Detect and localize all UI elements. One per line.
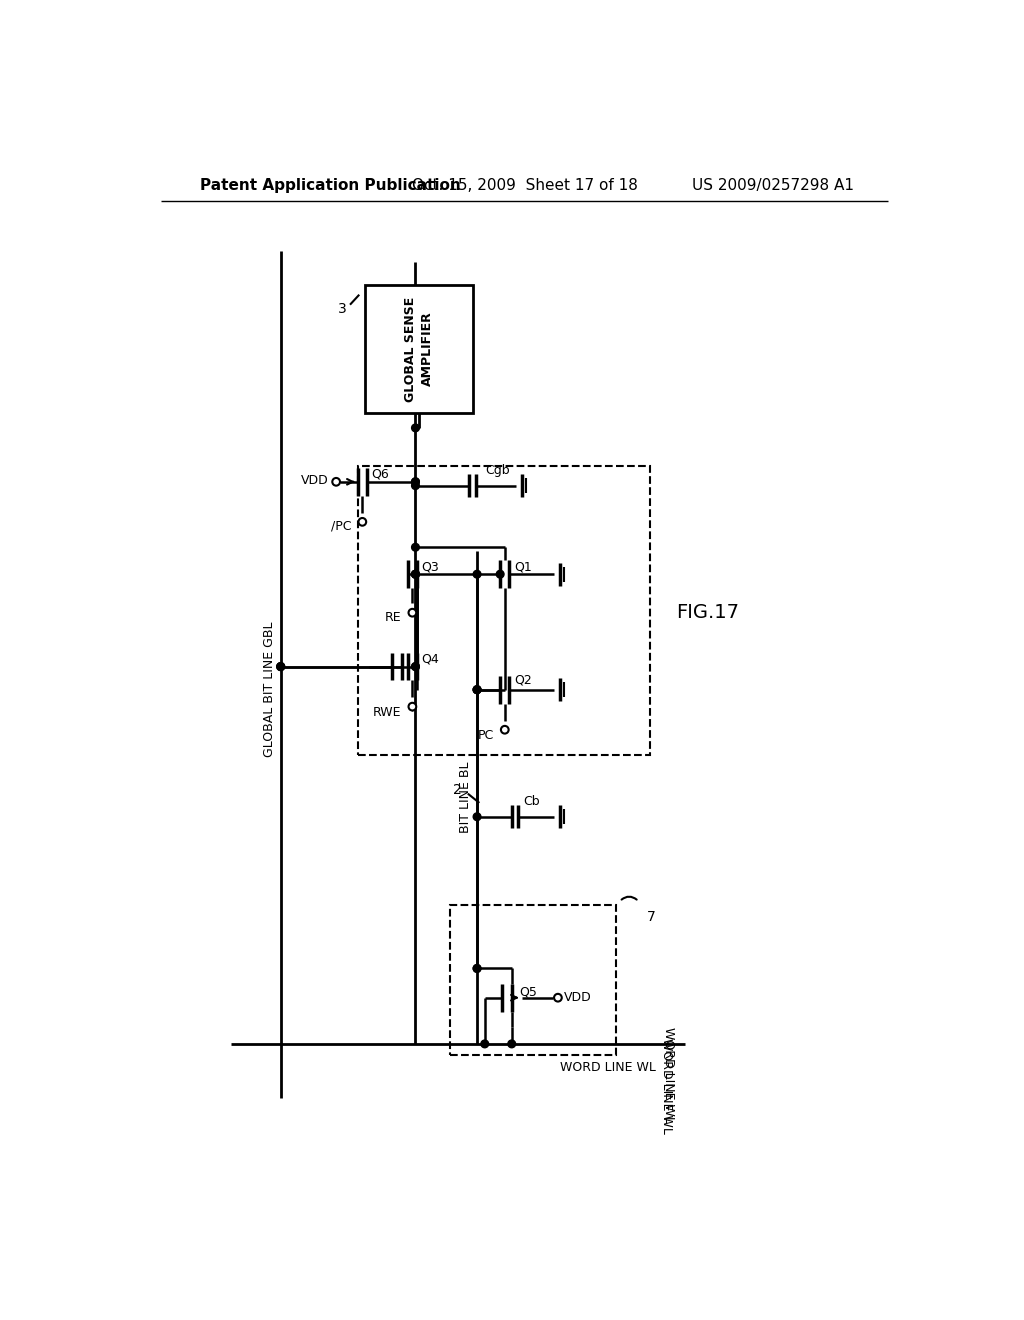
Circle shape: [473, 686, 481, 693]
Text: Q6: Q6: [372, 467, 389, 480]
Text: Q3: Q3: [422, 560, 439, 573]
Text: Cgb: Cgb: [484, 463, 509, 477]
Circle shape: [412, 424, 419, 432]
Text: Q5: Q5: [519, 985, 538, 998]
Circle shape: [412, 570, 419, 578]
Text: Cb: Cb: [523, 795, 540, 808]
Text: PC: PC: [478, 730, 494, 742]
Circle shape: [409, 702, 416, 710]
Circle shape: [412, 482, 419, 490]
Text: Q2: Q2: [514, 675, 531, 686]
Circle shape: [554, 994, 562, 1002]
Text: 2: 2: [454, 783, 462, 797]
Text: Q1: Q1: [514, 560, 531, 573]
Circle shape: [276, 663, 285, 671]
Circle shape: [473, 965, 481, 973]
Text: WORD LINE WL: WORD LINE WL: [662, 1027, 675, 1122]
FancyBboxPatch shape: [366, 285, 473, 412]
Text: 7: 7: [646, 909, 655, 924]
Circle shape: [497, 570, 504, 578]
Text: Q4: Q4: [422, 652, 439, 665]
Circle shape: [412, 570, 419, 578]
Text: VDD: VDD: [301, 474, 329, 487]
Circle shape: [473, 686, 481, 693]
Circle shape: [412, 570, 419, 578]
Circle shape: [501, 726, 509, 734]
Circle shape: [409, 609, 416, 616]
Circle shape: [412, 663, 419, 671]
Circle shape: [473, 965, 481, 973]
Circle shape: [333, 478, 340, 486]
Circle shape: [473, 813, 481, 821]
Text: FIG.17: FIG.17: [677, 603, 739, 622]
Circle shape: [412, 663, 419, 671]
Text: GLOBAL BIT LINE GBL: GLOBAL BIT LINE GBL: [263, 622, 275, 758]
Text: WORD LINE WL: WORD LINE WL: [660, 1039, 674, 1134]
Text: GLOBAL SENSE
AMPLIFIER: GLOBAL SENSE AMPLIFIER: [404, 297, 434, 401]
Text: BIT LINE BL: BIT LINE BL: [459, 762, 472, 833]
Text: RE: RE: [385, 611, 401, 624]
Text: VDD: VDD: [564, 991, 592, 1005]
Circle shape: [508, 1040, 515, 1048]
Circle shape: [481, 1040, 488, 1048]
Circle shape: [276, 663, 285, 671]
Text: 3: 3: [338, 301, 347, 315]
Circle shape: [412, 478, 419, 486]
Text: /PC: /PC: [331, 520, 351, 533]
Circle shape: [412, 478, 419, 486]
Circle shape: [276, 663, 285, 671]
Text: WORD LINE WL: WORD LINE WL: [560, 1061, 656, 1074]
Circle shape: [473, 686, 481, 693]
Text: RWE: RWE: [373, 706, 401, 719]
Circle shape: [358, 517, 367, 525]
Text: Oct. 15, 2009  Sheet 17 of 18: Oct. 15, 2009 Sheet 17 of 18: [412, 178, 638, 193]
Text: Patent Application Publication: Patent Application Publication: [200, 178, 461, 193]
Circle shape: [473, 570, 481, 578]
Circle shape: [412, 544, 419, 552]
Text: US 2009/0257298 A1: US 2009/0257298 A1: [692, 178, 854, 193]
